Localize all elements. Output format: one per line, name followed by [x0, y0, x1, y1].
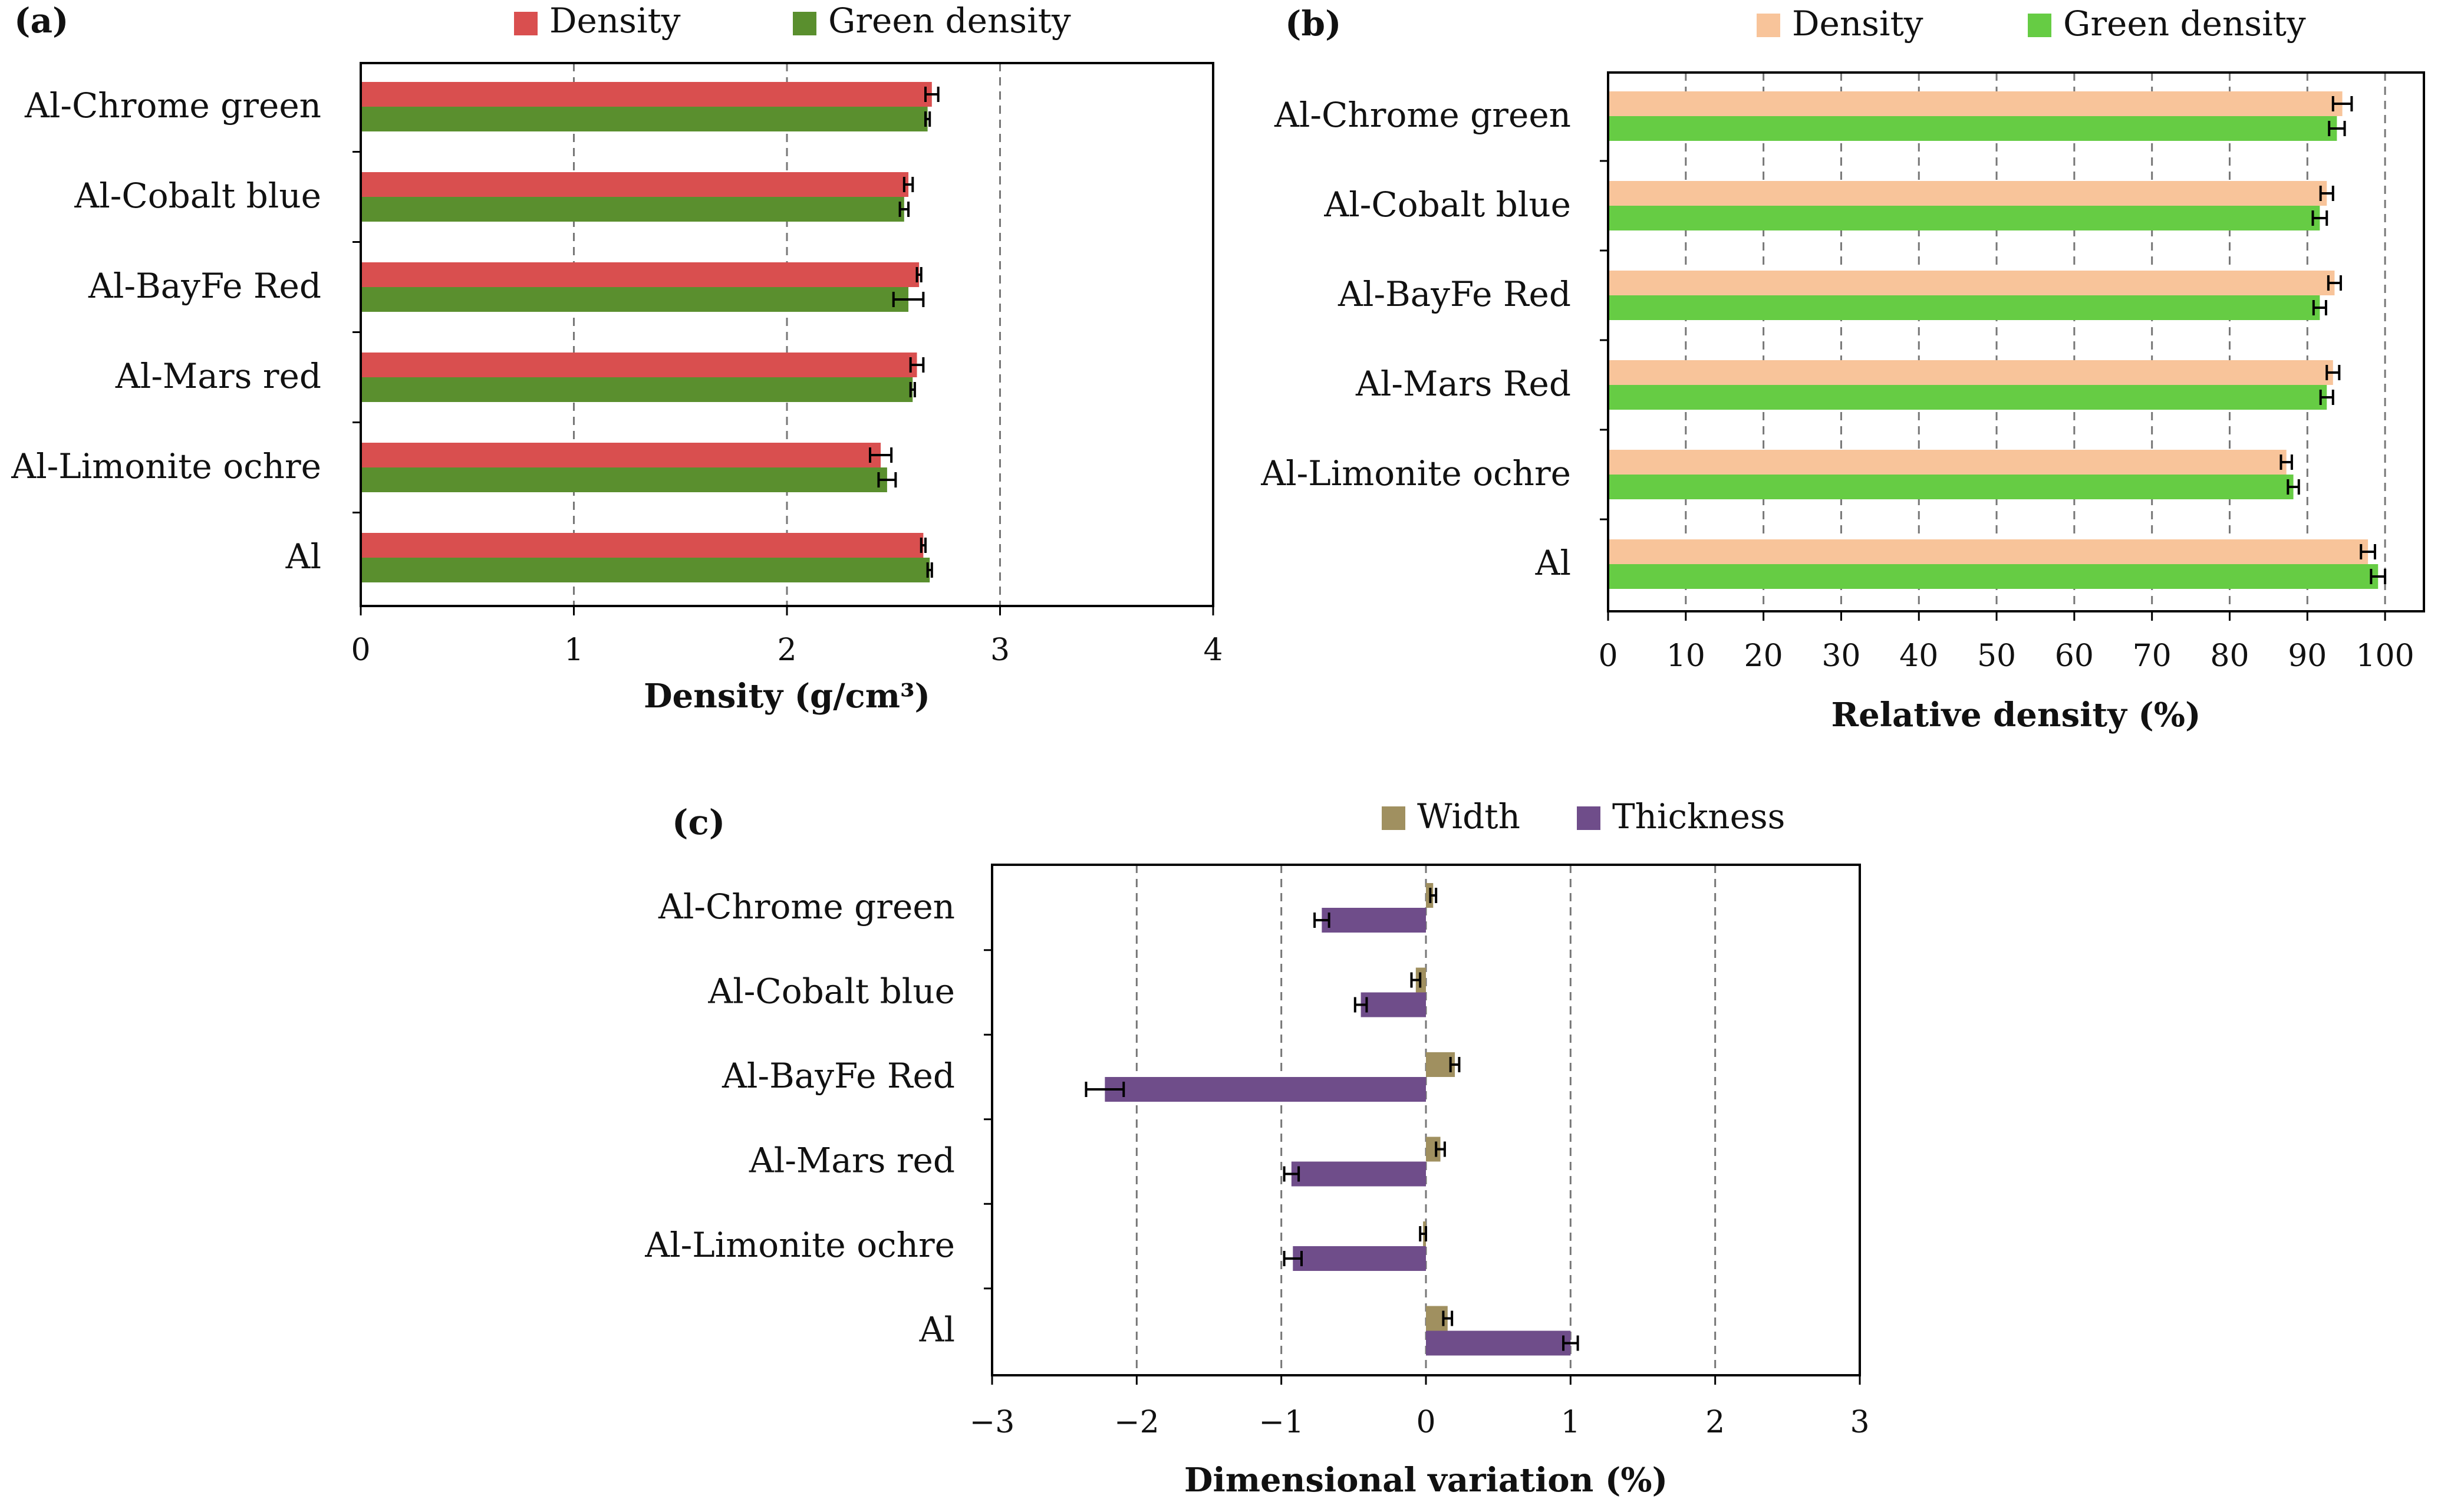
- x-tick-label-b-8: 80: [2210, 638, 2249, 674]
- bar-a-green-density-al-chrome-green: [361, 107, 928, 131]
- chart-panel-b: (b) Al-Chrome green Al-Cobalt blue Al-BayFe…: [1260, 4, 2425, 734]
- x-tick-label-c-3: 0: [1416, 1405, 1435, 1440]
- bar-c-thickness-al-chrome-green: [1322, 908, 1426, 933]
- bar-b-green-density-al-mars-red: [1608, 385, 2327, 410]
- x-tick-label-a-1: 1: [564, 633, 584, 668]
- x-tick-label-c-0: −3: [970, 1405, 1015, 1440]
- bar-b-green-density-al-cobalt-blue: [1608, 206, 2320, 230]
- category-label-b-al-limonite-ochre: Al-Limonite ochre: [1260, 453, 1571, 493]
- x-tick-label-c-2: −1: [1259, 1405, 1304, 1440]
- x-tick-label-b-6: 60: [2055, 638, 2094, 674]
- panel-label-b: (b): [1285, 4, 1341, 44]
- bar-b-density-al-chrome-green: [1608, 91, 2343, 116]
- category-label-c-al: Al: [919, 1310, 955, 1350]
- bar-c-thickness-al-limonite-ochre: [1293, 1246, 1426, 1271]
- x-tick-label-b-10: 100: [2356, 638, 2414, 674]
- panel-label-a: (a): [14, 1, 68, 41]
- category-label-b-al-chrome-green: Al-Chrome green: [1274, 95, 1571, 135]
- bar-b-density-al-bayfe-red: [1608, 271, 2335, 295]
- plot-frame-b: [1607, 71, 2425, 612]
- x-tick-label-c-4: 1: [1561, 1405, 1580, 1440]
- x-tick-label-b-2: 20: [1744, 638, 1783, 674]
- category-label-c-al-bayfe-red: Al-BayFe Red: [722, 1056, 955, 1096]
- category-label-c-al-limonite-ochre: Al-Limonite ochre: [644, 1225, 955, 1265]
- legend-label-a-green-density: Green density: [828, 1, 1071, 41]
- legend-swatch-b-green-density: [2028, 14, 2051, 37]
- bar-a-density-al-bayfe-red: [361, 262, 920, 287]
- category-label-c-al-cobalt-blue: Al-Cobalt blue: [707, 971, 955, 1012]
- bar-b-green-density-al-limonite-ochre: [1608, 475, 2294, 499]
- x-tick-label-b-0: 0: [1598, 638, 1618, 674]
- category-label-b-al: Al: [1535, 543, 1571, 583]
- panel-label-c: (c): [672, 802, 725, 842]
- x-tick-label-a-4: 4: [1203, 633, 1223, 668]
- bar-a-green-density-al: [361, 558, 930, 582]
- x-axis-title-b: Relative density (%): [1831, 696, 2201, 734]
- x-tick-label-a-0: 0: [351, 633, 370, 668]
- category-label-b-al-bayfe-red: Al-BayFe Red: [1338, 274, 1571, 314]
- x-tick-label-b-5: 50: [1977, 638, 2016, 674]
- bar-c-thickness-al-cobalt-blue: [1361, 992, 1426, 1017]
- x-tick-label-b-1: 10: [1666, 638, 1705, 674]
- category-label-a-al-mars-red: Al-Mars red: [115, 356, 321, 396]
- x-tick-label-a-3: 3: [990, 633, 1010, 668]
- legend-label-b-density: Density: [1792, 4, 1923, 44]
- bar-a-green-density-al-bayfe-red: [361, 287, 909, 312]
- chart-panel-a: (a) Al-Chrome green Al-Cobalt blue Al-BayFe…: [11, 1, 1223, 716]
- legend-label-c-width: Width: [1417, 796, 1520, 836]
- category-label-a-al: Al: [285, 536, 321, 577]
- bar-a-density-al-cobalt-blue: [361, 172, 909, 197]
- x-tick-label-b-7: 70: [2133, 638, 2172, 674]
- x-tick-label-b-3: 30: [1821, 638, 1860, 674]
- legend-swatch-c-thickness: [1577, 806, 1600, 830]
- bar-a-density-al-mars-red: [361, 353, 917, 377]
- bar-b-density-al-mars-red: [1608, 360, 2333, 385]
- bar-b-green-density-al-chrome-green: [1608, 116, 2337, 141]
- legend-label-c-thickness: Thickness: [1612, 796, 1785, 836]
- x-tick-label-c-1: −2: [1114, 1405, 1159, 1440]
- x-tick-label-c-5: 2: [1705, 1405, 1725, 1440]
- bar-a-density-al: [361, 533, 924, 558]
- x-axis-title-a: Density (g/cm³): [644, 677, 930, 716]
- bar-a-density-al-limonite-ochre: [361, 443, 881, 467]
- x-tick-label-b-9: 90: [2288, 638, 2327, 674]
- category-label-a-al-chrome-green: Al-Chrome green: [24, 85, 321, 126]
- bar-a-green-density-al-cobalt-blue: [361, 197, 904, 222]
- bar-b-density-al-limonite-ochre: [1608, 450, 2287, 475]
- bar-b-green-density-al-bayfe-red: [1608, 295, 2320, 320]
- bar-b-density-al-cobalt-blue: [1608, 181, 2327, 206]
- bar-a-density-al-chrome-green: [361, 82, 932, 107]
- legend-swatch-c-width: [1382, 806, 1405, 830]
- bar-c-thickness-al-mars-red: [1291, 1161, 1426, 1187]
- legend-label-b-green-density: Green density: [2063, 4, 2306, 44]
- category-label-a-al-limonite-ochre: Al-Limonite ochre: [11, 446, 321, 486]
- category-label-c-al-chrome-green: Al-Chrome green: [658, 887, 955, 927]
- category-label-b-al-mars-red: Al-Mars Red: [1355, 364, 1571, 404]
- bar-b-density-al: [1608, 539, 2369, 564]
- bar-c-thickness-al-bayfe-red: [1105, 1077, 1426, 1102]
- legend-swatch-a-green-density: [793, 12, 816, 35]
- x-tick-label-c-6: 3: [1850, 1405, 1869, 1440]
- category-label-a-al-cobalt-blue: Al-Cobalt blue: [74, 176, 321, 216]
- x-axis-title-c: Dimensional variation (%): [1184, 1461, 1668, 1500]
- bar-c-thickness-al: [1426, 1330, 1571, 1356]
- x-tick-label-b-4: 40: [1899, 638, 1938, 674]
- category-label-b-al-cobalt-blue: Al-Cobalt blue: [1323, 185, 1571, 225]
- bar-a-green-density-al-mars-red: [361, 377, 913, 402]
- bar-b-green-density-al: [1608, 564, 2379, 589]
- category-label-a-al-bayfe-red: Al-BayFe Red: [88, 266, 321, 306]
- legend-label-a-density: Density: [549, 1, 681, 41]
- legend-swatch-a-density: [514, 12, 538, 35]
- x-tick-label-a-2: 2: [777, 633, 796, 668]
- category-label-c-al-mars-red: Al-Mars red: [749, 1141, 955, 1181]
- chart-panel-c: (c) Al-Chrome green Al-Cobalt blue Al-BayFe…: [644, 796, 1869, 1500]
- legend-swatch-b-density: [1757, 14, 1780, 37]
- bar-a-green-density-al-limonite-ochre: [361, 467, 887, 492]
